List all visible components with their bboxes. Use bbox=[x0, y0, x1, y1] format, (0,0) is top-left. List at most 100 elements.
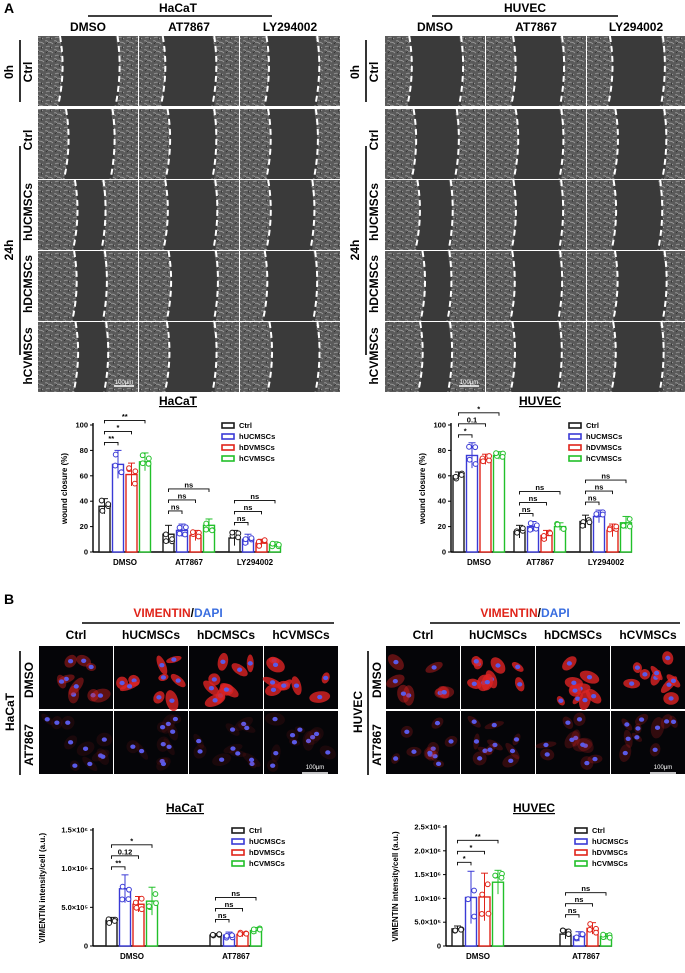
data-point bbox=[126, 886, 132, 893]
data-point bbox=[573, 934, 580, 941]
data-point bbox=[466, 443, 472, 450]
data-point bbox=[132, 899, 139, 906]
data-point bbox=[452, 927, 459, 934]
haCaT-fluorescence-image bbox=[114, 646, 188, 712]
y-tick-label: 1.0×10⁶ bbox=[61, 864, 88, 873]
legend-label: hCVMSCs bbox=[592, 859, 628, 868]
huvec-wound-micrograph bbox=[385, 108, 485, 180]
huvec-wound-micrograph bbox=[486, 250, 586, 322]
data-point bbox=[493, 450, 499, 457]
legend-label: hCVMSCs bbox=[239, 454, 275, 463]
legend-label: hDVMSCs bbox=[592, 848, 628, 857]
significance-bracket bbox=[215, 918, 230, 923]
bar bbox=[492, 454, 506, 553]
huvec-col-hdcmscs: hDCMSCs bbox=[544, 628, 602, 642]
haCaT-vimentin-chart: HaCaT 0 5.0×10⁵ 1.0×10⁶ 1.5×10⁶ VIMENTIN inte… bbox=[38, 801, 285, 961]
data-point bbox=[105, 501, 112, 508]
huvec-fluorescence-image bbox=[611, 711, 685, 774]
significance-label: * bbox=[464, 426, 467, 435]
haCaT-stain-title: VIMENTIN/DAPI bbox=[133, 606, 222, 620]
haCaT-col-hcvmscs: hCVMSCs bbox=[272, 628, 330, 642]
data-point bbox=[138, 906, 145, 913]
data-point bbox=[250, 926, 257, 933]
data-point bbox=[486, 457, 492, 464]
huvec-vimentin-chart: HUVEC 0 5.0×10⁵ 1.0×10⁶ 1.5×10⁶ 2.0×10⁶ 2.5×10… bbox=[391, 801, 628, 961]
y-axis-label: wound closure (%) bbox=[418, 453, 427, 525]
haCaT-fluorescence-image bbox=[264, 711, 338, 774]
data-point bbox=[125, 896, 132, 903]
haCaT-row-dmso: DMSO bbox=[22, 662, 36, 698]
significance-label: ns bbox=[250, 492, 259, 501]
significance-label: ** bbox=[122, 412, 128, 421]
data-point bbox=[565, 931, 572, 938]
significance-bracket bbox=[458, 423, 486, 427]
x-tick-label: LY294002 bbox=[237, 558, 274, 567]
legend-label: hCVMSCs bbox=[249, 859, 285, 868]
y-tick-label: 1.0×10⁶ bbox=[414, 894, 441, 903]
significance-label: * bbox=[130, 836, 133, 845]
data-point bbox=[112, 462, 119, 469]
haCaT-col-ctrl: Ctrl bbox=[66, 628, 87, 642]
haCaT-fluorescence-image bbox=[262, 646, 338, 709]
y-tick-label: 1.5×10⁶ bbox=[61, 826, 88, 835]
haCaT-wound-panel: HaCaT DMSO AT7867 LY294002 100μm 0h 24h … bbox=[2, 1, 340, 393]
huvec-fluorescence-image bbox=[461, 646, 535, 709]
haCaT-wound-micrograph bbox=[240, 108, 340, 180]
legend-label: hUCMSCs bbox=[249, 837, 285, 846]
data-point bbox=[593, 511, 600, 517]
data-point bbox=[465, 896, 472, 903]
data-point bbox=[119, 896, 126, 903]
significance-label: * bbox=[470, 843, 473, 852]
haCaT-fluorescence-grid bbox=[39, 646, 338, 774]
y-axis-label: VIMENTIN intensity/cell (a.u.) bbox=[391, 831, 400, 942]
significance-bracket bbox=[519, 502, 547, 506]
significance-bracket bbox=[565, 892, 607, 896]
y-tick-label: 2.5×10⁶ bbox=[414, 823, 441, 832]
data-point bbox=[229, 529, 236, 536]
haCaT-row-hcvmscs: hCVMSCs bbox=[21, 327, 35, 385]
y-tick-label: 1.5×10⁶ bbox=[414, 870, 441, 879]
huvec-fluorescence-image bbox=[535, 711, 610, 774]
huvec-micrograph-grid bbox=[385, 35, 685, 393]
huvec-col-dmso: DMSO bbox=[417, 20, 453, 34]
huvec-wound-micrograph bbox=[486, 35, 586, 107]
legend-label: Ctrl bbox=[249, 826, 262, 835]
y-tick-label: 5.0×10⁵ bbox=[61, 903, 88, 912]
data-point bbox=[209, 527, 215, 534]
huvec-row-hdcmscs: hDCMSCs bbox=[367, 255, 381, 313]
data-point bbox=[554, 521, 561, 528]
significance-label: ns bbox=[171, 502, 180, 511]
huvec-fluorescence-image bbox=[611, 646, 685, 709]
huvec-wound-micrograph bbox=[385, 35, 485, 107]
data-point bbox=[471, 887, 477, 894]
data-point bbox=[600, 931, 607, 938]
haCaT-fluorescence-image bbox=[189, 711, 263, 774]
huvec-col-ly294002: LY294002 bbox=[609, 20, 664, 34]
significance-label: ns bbox=[575, 895, 584, 904]
data-point bbox=[547, 530, 554, 537]
data-point bbox=[138, 895, 145, 902]
legend-swatch bbox=[221, 444, 235, 451]
significance-bracket bbox=[565, 903, 593, 907]
x-tick-label: DMSO bbox=[467, 558, 491, 567]
huvec-wound-micrograph bbox=[587, 108, 685, 180]
huvec-fluorescence-grid bbox=[386, 646, 685, 774]
data-point bbox=[269, 540, 276, 547]
data-point bbox=[499, 453, 506, 460]
huvec-row-dmso: DMSO bbox=[370, 662, 384, 698]
data-point bbox=[203, 520, 210, 527]
chart-title: HUVEC bbox=[519, 394, 561, 408]
significance-label: ns bbox=[529, 494, 538, 503]
data-point bbox=[606, 526, 613, 533]
data-point bbox=[275, 541, 282, 548]
data-point bbox=[485, 910, 492, 917]
significance-label: ns bbox=[601, 472, 610, 481]
data-point bbox=[99, 507, 106, 514]
huvec-fluorescence-image bbox=[461, 711, 535, 774]
significance-label: * bbox=[117, 423, 120, 432]
significance-bracket bbox=[234, 510, 262, 515]
data-point bbox=[472, 461, 479, 467]
significance-label: 0.12 bbox=[118, 847, 133, 856]
legend-label: hUCMSCs bbox=[592, 837, 628, 846]
huvec-wound-micrograph bbox=[385, 179, 485, 251]
